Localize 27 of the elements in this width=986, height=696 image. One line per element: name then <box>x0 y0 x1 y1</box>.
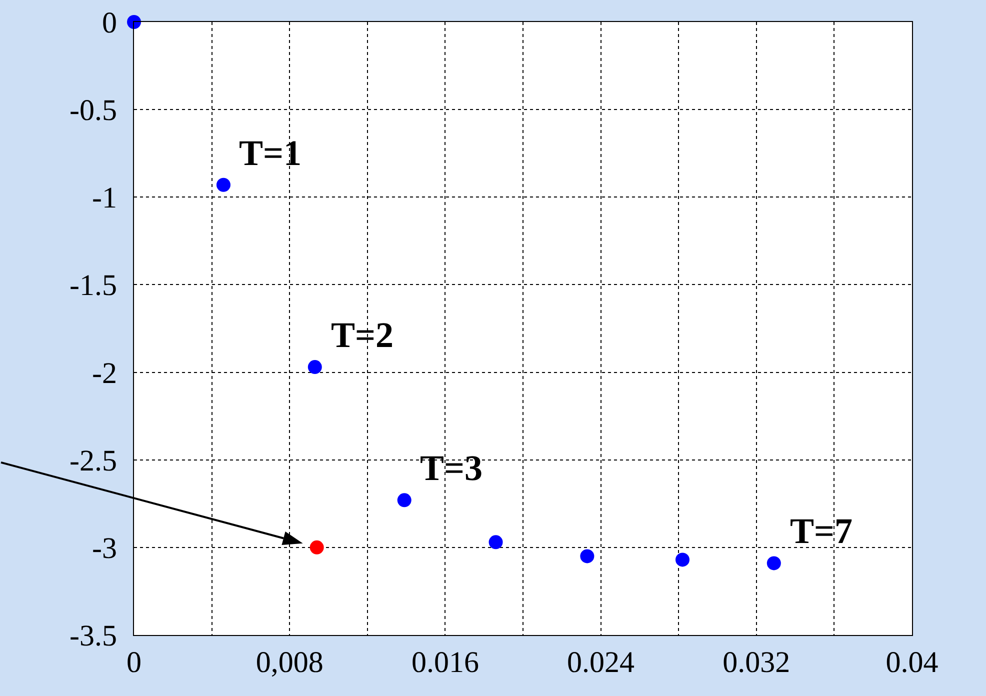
x-tick-label: 0.032 <box>722 646 790 679</box>
x-tick-label: 0,008 <box>256 646 324 679</box>
x-tick-label: 0.04 <box>886 646 938 679</box>
x-tick-label: 0.024 <box>567 646 635 679</box>
y-tick-label: -3 <box>92 532 117 565</box>
point <box>675 552 690 567</box>
point <box>127 15 141 29</box>
y-tick-label: -0.5 <box>70 94 117 128</box>
point <box>216 178 230 192</box>
point <box>488 535 503 550</box>
annotation: T=7 <box>790 511 853 551</box>
point <box>397 493 412 508</box>
annotation: T=1 <box>239 133 302 173</box>
point <box>580 549 594 564</box>
y-tick-label: -2.5 <box>70 444 117 478</box>
x-tick-label: 0 <box>126 646 142 679</box>
annotation: T=3 <box>420 448 483 488</box>
point <box>310 540 324 554</box>
y-tick-label: -3.5 <box>70 620 117 652</box>
annotation: T=2 <box>331 315 394 355</box>
point <box>308 360 322 374</box>
y-tick-label: -1 <box>92 182 117 215</box>
point <box>766 556 781 570</box>
y-tick-label: -1.5 <box>70 269 117 302</box>
x-tick-label: 0.016 <box>411 646 479 679</box>
y-tick-label: 0 <box>102 6 117 40</box>
y-tick-label: -2 <box>92 356 117 390</box>
